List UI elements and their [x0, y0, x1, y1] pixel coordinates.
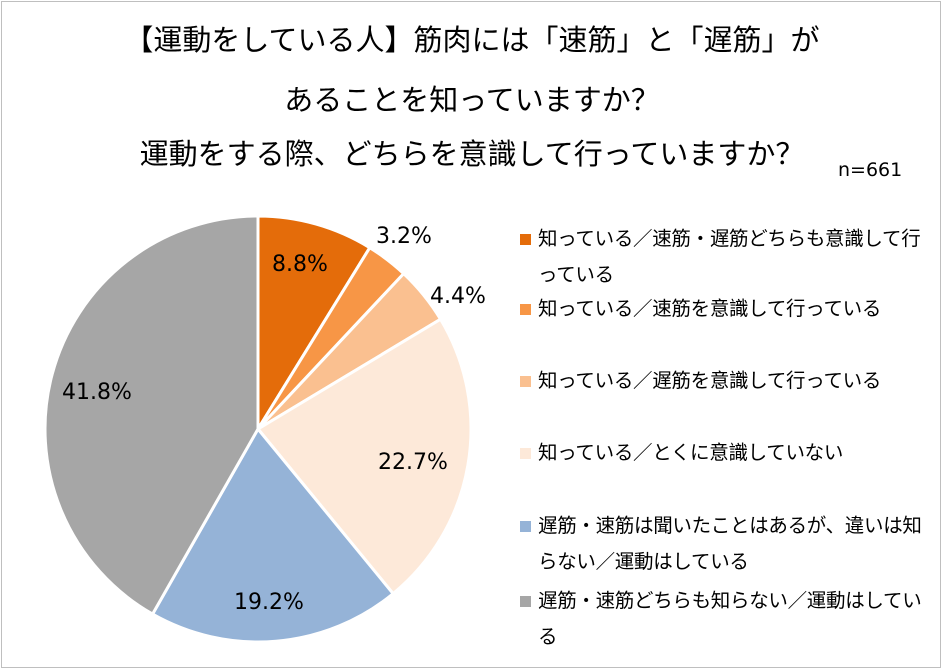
pie-slice-4	[255, 317, 473, 596]
pie-data-label-3: 4.4%	[430, 284, 486, 309]
legend-label: 知っている／速筋・遅筋どちらも意識して行っている	[538, 227, 921, 286]
pie-data-label-2: 3.2%	[376, 224, 432, 249]
legend-label: 知っている／速筋を意識して行っている	[538, 297, 882, 320]
chart-title-line-3: 運動をする際、どちらを意識して行っていますか？	[139, 137, 805, 171]
pie-data-label-1: 8.8%	[272, 252, 328, 277]
legend-label: 遅筋・速筋は聞いたことはあるが、違いは知らない／運動はしている	[538, 514, 922, 573]
pie-slice-6	[43, 214, 260, 617]
pie-data-label-4: 22.7%	[378, 450, 448, 475]
legend-label: 遅筋・速筋どちらも知らない／運動はしている	[538, 589, 922, 648]
pie-data-label-5: 19.2%	[234, 590, 304, 615]
legend-swatch	[520, 376, 531, 387]
pie-data-label-6: 41.8%	[62, 380, 132, 405]
legend-swatch	[520, 596, 531, 607]
chart-title-line-1: 【運動をしている人】筋肉には「速筋」と「遅筋」が	[124, 23, 820, 57]
legend-swatch	[520, 448, 531, 459]
legend-swatch	[520, 234, 531, 245]
pie-slice-5	[150, 426, 396, 644]
legend-label: 知っている／とくに意識していない	[538, 441, 844, 464]
legend-swatch	[520, 521, 531, 532]
chart-title-line-2: あることを知っていますか？	[284, 83, 660, 117]
pie-slice-1	[256, 214, 372, 435]
sample-size-label: n=661	[838, 159, 903, 181]
legend-swatch	[520, 304, 531, 315]
legend-label: 知っている／遅筋を意識して行っている	[538, 369, 882, 392]
